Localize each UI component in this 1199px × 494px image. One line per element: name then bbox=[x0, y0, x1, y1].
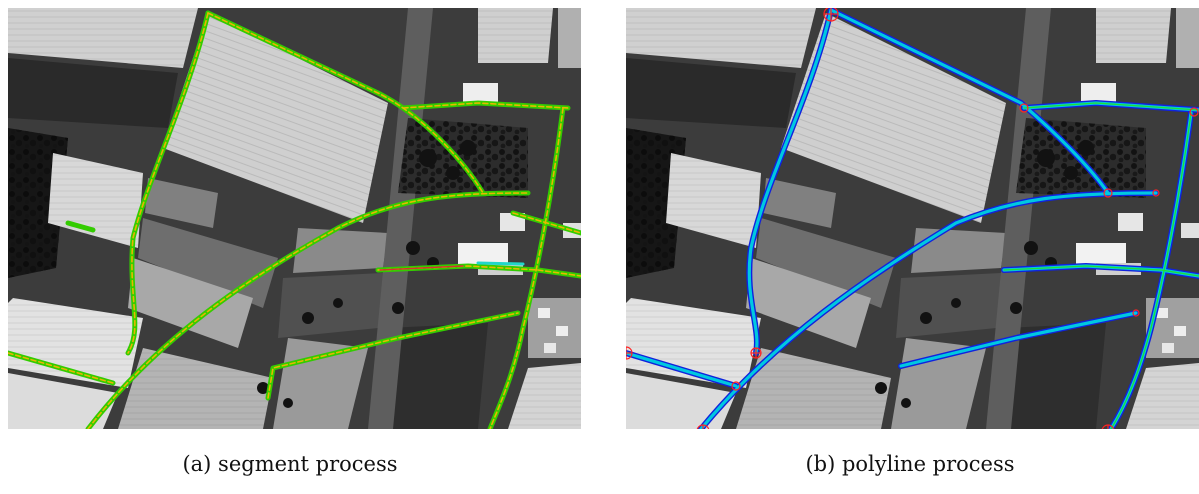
polyline-process-image bbox=[626, 8, 1199, 429]
road-segments bbox=[8, 10, 581, 429]
road-polylines bbox=[626, 8, 1199, 429]
segment-process-svg bbox=[8, 8, 581, 429]
segment-process-image bbox=[8, 8, 581, 429]
polyline-nodes bbox=[626, 8, 1199, 429]
caption-segment-process: (a) segment process bbox=[182, 452, 398, 476]
polyline-process-svg bbox=[626, 8, 1199, 429]
caption-polyline-process: (b) polyline process bbox=[805, 452, 1015, 476]
